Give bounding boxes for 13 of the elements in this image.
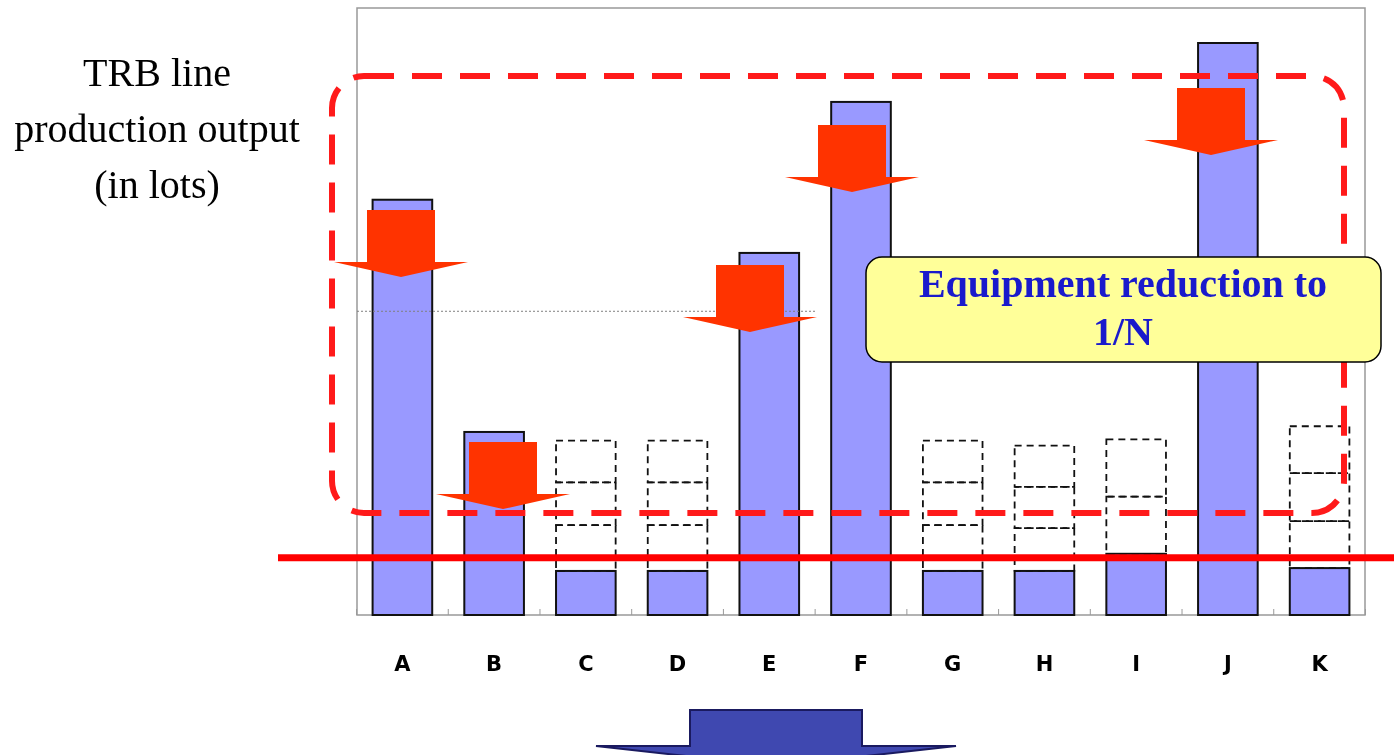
x-tick-label: K: [1311, 652, 1329, 676]
annotation: Equipment reduction to 1/N: [918, 261, 1328, 354]
x-tick-label: D: [668, 652, 687, 676]
x-tick-label: B: [486, 652, 503, 676]
x-tick-label: A: [394, 652, 412, 676]
x-tick-label: H: [1035, 652, 1054, 676]
x-tick-label: E: [762, 652, 777, 676]
y-axis-title: TRB line production output (in lots): [14, 50, 300, 207]
x-tick-label: G: [944, 652, 962, 676]
x-tick-label: C: [578, 652, 594, 676]
x-tick-label: J: [1221, 652, 1232, 676]
x-tick-label: I: [1132, 652, 1141, 676]
x-tick-label: F: [853, 652, 869, 676]
